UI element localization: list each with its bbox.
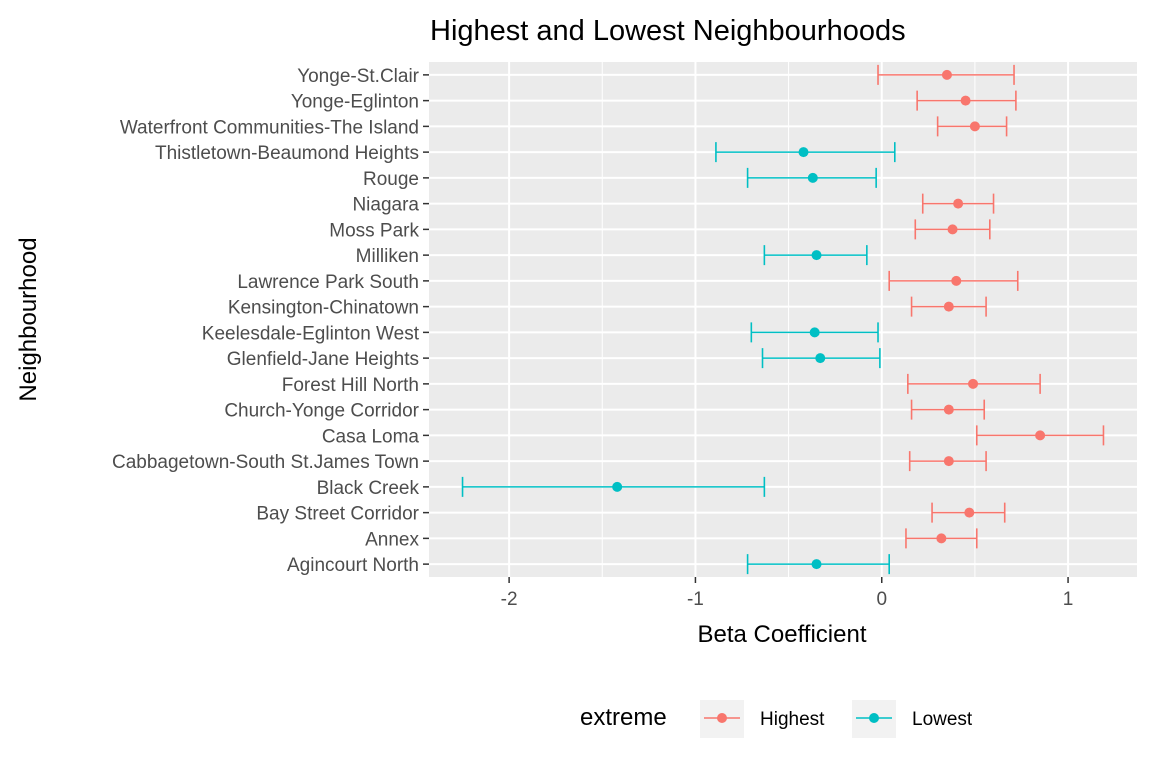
errorbar-highest: [921, 193, 995, 214]
errorbar-highest: [910, 399, 986, 420]
y-tick-label: Lawrence Park South: [237, 272, 419, 293]
y-tick-label: Niagara: [352, 195, 419, 216]
y-axis: Agincourt North Annex Bay Street Corridor B…: [112, 66, 429, 576]
estimate-point: [941, 69, 952, 80]
legend-item-highest: Highest: [700, 700, 825, 738]
estimate-point: [809, 327, 820, 338]
y-tick-label: Forest Hill North: [282, 375, 419, 396]
y-tick-label: Yonge-St.Clair: [297, 66, 419, 87]
estimate-point: [943, 456, 954, 467]
x-axis-title: Beta Coefficient: [698, 621, 867, 648]
errorbar-highest: [905, 528, 978, 549]
y-tick-label: Cabbagetown-South St.James Town: [112, 452, 419, 473]
estimate-point: [951, 275, 962, 286]
estimate-point: [960, 95, 971, 106]
y-tick-label: Thistletown-Beaumond Heights: [155, 143, 419, 164]
errorbar-lowest: [761, 348, 881, 369]
y-tick-label: Agincourt North: [287, 555, 419, 576]
y-tick-label: Moss Park: [329, 220, 419, 241]
errorbar-highest: [931, 502, 1006, 523]
estimate-point: [943, 301, 954, 312]
estimate-point: [612, 481, 623, 492]
estimate-point: [947, 224, 958, 235]
legend: extreme Highest Lowest: [580, 700, 973, 738]
x-tick-label: 1: [1063, 589, 1074, 610]
y-tick-label: Annex: [365, 529, 419, 550]
legend-label: Lowest: [912, 709, 973, 730]
estimate-point: [811, 559, 822, 570]
x-axis: -2 -1 0 1: [501, 577, 1074, 610]
chart-title: Highest and Lowest Neighbourhoods: [430, 15, 906, 47]
legend-key-point: [869, 713, 879, 723]
minor-gridlines: [601, 62, 976, 577]
errorbar-highest: [975, 425, 1105, 446]
legend-item-lowest: Lowest: [852, 700, 973, 738]
y-tick-label: Waterfront Communities-The Island: [120, 117, 419, 138]
estimate-point: [1035, 430, 1046, 441]
plot-panel: [429, 62, 1137, 577]
y-tick-label: Yonge-Eglinton: [291, 92, 419, 113]
estimate-point: [807, 172, 818, 183]
estimate-point: [936, 533, 947, 544]
x-tick-label: -1: [687, 589, 704, 610]
estimate-point: [815, 353, 826, 364]
legend-label: Highest: [760, 709, 825, 730]
y-tick-label: Rouge: [363, 169, 419, 190]
x-tick-label: -2: [501, 589, 518, 610]
y-tick-label: Casa Loma: [322, 426, 420, 447]
estimate-point: [811, 250, 822, 261]
y-tick-label: Church-Yonge Corridor: [224, 401, 419, 422]
errorbar-highest: [910, 296, 987, 317]
y-axis-title: Neighbourhood: [15, 237, 42, 401]
legend-title: extreme: [580, 704, 667, 731]
estimate-point: [969, 121, 980, 132]
error-bars: [461, 64, 1105, 575]
errorbar-highest: [877, 64, 1015, 85]
y-tick-label: Milliken: [356, 246, 419, 267]
errorbar-lowest: [461, 476, 766, 497]
errorbar-highest: [888, 270, 1019, 291]
estimate-point: [798, 147, 809, 158]
estimate-point: [953, 198, 964, 209]
errorbar-highest: [914, 219, 991, 240]
errorbar-highest: [936, 116, 1008, 137]
estimate-point: [968, 378, 979, 389]
y-tick-label: Bay Street Corridor: [256, 504, 419, 525]
estimate-point: [964, 507, 975, 518]
errorbar-highest: [907, 373, 1041, 394]
x-tick-label: 0: [876, 589, 887, 610]
errorbar-lowest: [746, 167, 877, 188]
errorbar-lowest: [715, 142, 896, 163]
errorbar-highest: [908, 451, 987, 472]
errorbar-lowest: [763, 245, 868, 266]
y-tick-label: Keelesdale-Eglinton West: [202, 323, 420, 344]
y-tick-label: Black Creek: [317, 478, 420, 499]
errorbar-highest: [916, 90, 1017, 111]
y-tick-label: Glenfield-Jane Heights: [227, 349, 419, 370]
legend-key-point: [717, 713, 727, 723]
estimate-point: [943, 404, 954, 415]
errorbar-lowest: [746, 554, 891, 575]
errorbar-lowest: [750, 322, 879, 343]
y-tick-label: Kensington-Chinatown: [228, 298, 419, 319]
